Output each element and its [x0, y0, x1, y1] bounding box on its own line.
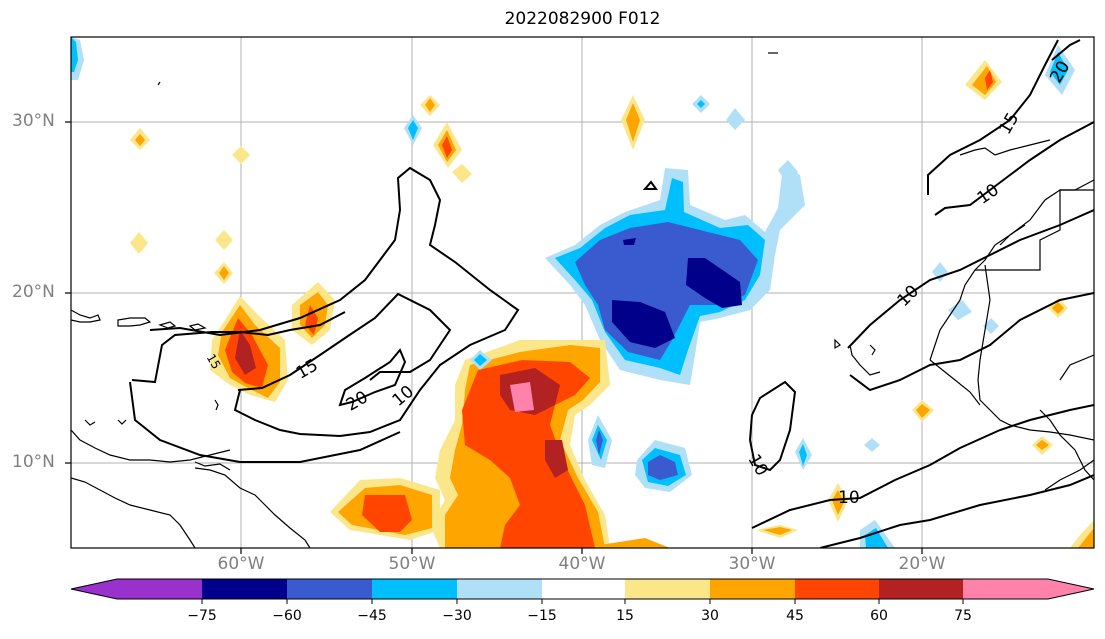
- lat-label: 10°N: [12, 452, 55, 472]
- map-plot-area: [71, 37, 1094, 548]
- colorbar: [70, 578, 1095, 604]
- lat-label: 30°N: [12, 111, 55, 131]
- colorbar-tick-label: 45: [786, 608, 804, 624]
- coastlines: [71, 52, 1094, 548]
- contour-label: 10: [743, 451, 771, 480]
- colorbar-tick-label: −30: [442, 608, 472, 624]
- contour-lines: [129, 39, 1094, 548]
- tick-marks: [65, 121, 923, 554]
- colorbar-tick-label: 15: [616, 608, 634, 624]
- positive-anomaly-central: [330, 340, 670, 548]
- contour-label: 15: [995, 109, 1023, 138]
- colorbar-tick-label: −15: [527, 608, 557, 624]
- contour-label: 10: [838, 488, 860, 508]
- contour-label: 20: [343, 387, 372, 415]
- isolated-spots: [71, 37, 1094, 548]
- contour-label: 15: [204, 351, 224, 371]
- colorbar-tick-label: −45: [357, 608, 387, 624]
- lat-label: 20°N: [12, 282, 55, 302]
- colorbar-tick-label: 30: [701, 608, 719, 624]
- negative-anomaly-blob: [545, 165, 805, 385]
- lon-label: 60°W: [217, 554, 265, 574]
- positive-anomaly-west: [210, 282, 335, 402]
- colorbar-tick-label: −60: [272, 608, 302, 624]
- lon-label: 40°W: [558, 554, 606, 574]
- lon-label: 50°W: [388, 554, 436, 574]
- contour-label: 15: [293, 355, 322, 383]
- colorbar-tick-label: 75: [954, 608, 972, 624]
- lon-label: 20°W: [898, 554, 946, 574]
- colorbar-tick-label: 60: [870, 608, 888, 624]
- map-title: 2022082900 F012: [504, 9, 661, 29]
- contour-label: 10: [894, 281, 923, 310]
- lon-label: 30°W: [728, 554, 776, 574]
- contour-label: 20: [1046, 58, 1074, 87]
- colorbar-tick-label: −75: [187, 608, 217, 624]
